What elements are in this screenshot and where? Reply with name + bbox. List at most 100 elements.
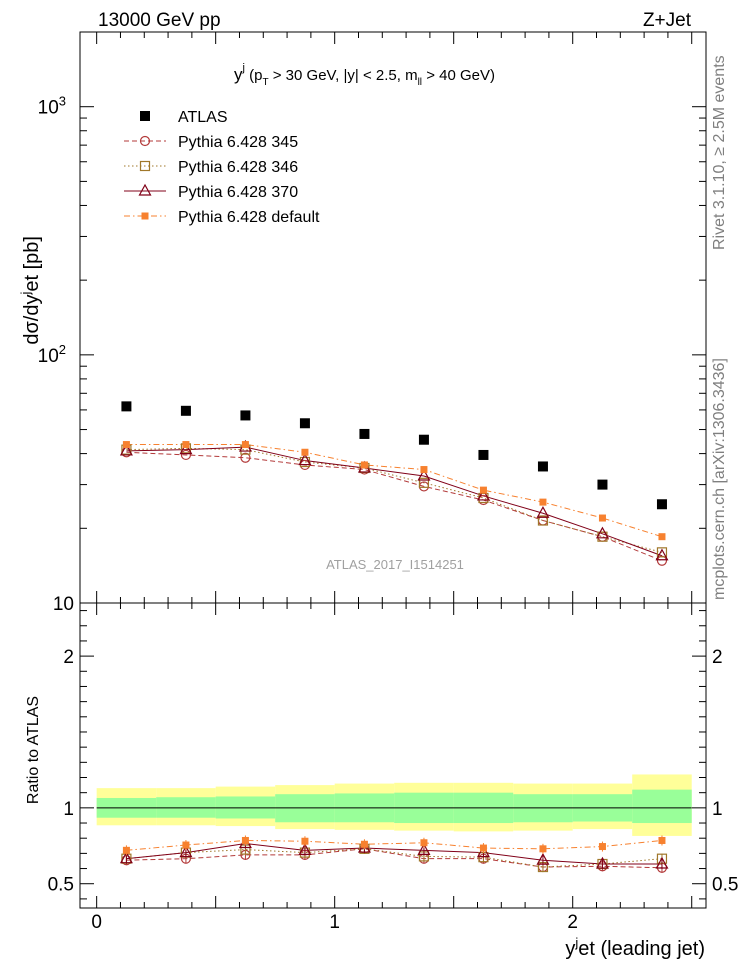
ratio-data-point: [536, 852, 550, 865]
ratio-series-line: [126, 848, 663, 868]
main-data-point: [301, 448, 309, 456]
main-data-point: [597, 479, 608, 490]
main-y-tick-label: 102: [38, 342, 66, 367]
x-tick-label: 0: [91, 912, 102, 933]
plot-title: yj (pT > 30 GeV, |y| < 2.5, mll > 40 GeV…: [234, 62, 495, 88]
ratio-series-line: [126, 848, 662, 869]
legend: ATLAS Pythia 6.428 345 Pythia 6.428 346 Pyt…: [124, 109, 320, 226]
ratio-data-point: [122, 846, 130, 854]
ratio-series-line: [126, 839, 663, 851]
ratio-data-point: [658, 836, 666, 844]
main-data-point: [418, 477, 430, 488]
axis-label-sup: j: [18, 292, 33, 296]
series-markers: [119, 401, 669, 873]
analysis-watermark: ATLAS_2017_I1514251: [326, 557, 464, 572]
tick-base: 10: [38, 98, 59, 119]
tick-exp: 2: [59, 342, 66, 357]
main-data-point: [360, 461, 368, 469]
ratio-data-point: [655, 856, 669, 869]
main-data-point: [537, 515, 549, 526]
ratio-y-tick-label-right: 0.5: [712, 875, 738, 896]
title-sub-pt: T: [262, 77, 268, 88]
main-data-point: [655, 548, 669, 561]
axis-label-part: dσ/dy: [21, 295, 43, 345]
ratio-data-point: [598, 843, 606, 851]
legend-marker: [139, 135, 151, 147]
main-data-point: [479, 486, 487, 494]
legend-marker: [139, 160, 151, 172]
mcplots-label: mcplots.cern.ch [arXiv:1306.3436]: [711, 358, 728, 600]
rivet-label: Rivet 3.1.10, ≥ 2.5M events: [711, 55, 728, 250]
main-data-point: [121, 401, 132, 412]
tick-exp: 3: [59, 94, 66, 109]
main-data-point: [182, 441, 190, 449]
ratio-data-point: [420, 839, 428, 847]
main-frame: [79, 31, 707, 604]
ratio-y-tick-label-right: 2: [712, 647, 723, 668]
legend-label: Pythia 6.428 346: [178, 159, 298, 176]
header-right: Z+Jet: [643, 10, 692, 31]
main-data-point: [536, 505, 550, 518]
legend-marker: [141, 212, 149, 220]
ratio-y-tick-label-left: 2: [63, 647, 74, 668]
ratio-data-point: [182, 841, 190, 849]
main-data-point: [539, 498, 547, 506]
main-data-point: [420, 466, 428, 474]
ratio-data-point: [417, 843, 431, 855]
legend-label: Pythia 6.428 370: [178, 184, 298, 201]
tick-base: 10: [38, 346, 59, 367]
ratio-data-point: [479, 844, 487, 852]
ratio-series-line: [126, 843, 662, 865]
main-y-axis-label: dσ/dyjet [pb]: [18, 236, 43, 345]
x-tick-label: 1: [329, 912, 340, 933]
ratio-data-point: [360, 840, 368, 848]
main-series-line: [126, 446, 663, 557]
legend-marker: [140, 111, 150, 121]
main-data-point: [298, 453, 312, 466]
ratio-data-point: [476, 845, 490, 858]
header-left: 13000 GeV pp: [98, 10, 221, 31]
title-cuts-post: > 40 GeV): [422, 67, 495, 84]
ratio-y-tick-label-left: 0.5: [48, 875, 74, 896]
main-data-point: [179, 442, 193, 455]
axis-label-part: et (leading jet): [578, 938, 705, 960]
main-data-point: [656, 499, 667, 510]
title-sub-ll: ll: [418, 77, 422, 88]
main-data-point: [476, 488, 490, 501]
main-series-line: [126, 451, 663, 562]
main-data-point: [595, 526, 609, 539]
main-data-point: [417, 468, 431, 481]
main-data-point: [240, 452, 251, 463]
ratio-frame: [79, 602, 707, 909]
main-data-point: [656, 555, 668, 566]
main-data-point: [658, 533, 666, 541]
main-series-line: [126, 444, 663, 538]
main-data-point: [359, 428, 370, 439]
main-y-tick-label: 10: [53, 594, 74, 615]
main-y-tick-label: 103: [38, 94, 66, 119]
axis-label-sup: j: [574, 935, 578, 950]
legend-label: Pythia 6.428 345: [178, 134, 298, 151]
main-data-point: [656, 547, 668, 558]
main-data-point: [240, 410, 251, 421]
legend-marker: [138, 183, 152, 196]
x-axis-label: yjet (leading jet): [565, 935, 705, 960]
main-data-point: [180, 405, 191, 416]
main-data-point: [299, 418, 310, 429]
ratio-data-point: [119, 851, 133, 864]
ratio-data-point: [595, 856, 609, 869]
ratio-y-tick-label-left: 1: [63, 799, 74, 820]
ratio-data-point: [179, 845, 193, 858]
main-data-point: [478, 449, 489, 460]
main-data-point: [598, 514, 606, 522]
main-data-point: [180, 449, 192, 461]
ratio-data-point: [301, 837, 309, 845]
x-tick-label: 2: [567, 912, 578, 933]
axis-label-part: et [pb]: [21, 236, 43, 292]
axis-label-part: y: [565, 938, 575, 960]
title-cuts-mid: > 30 GeV, |y| < 2.5, m: [269, 67, 418, 84]
main-data-point: [418, 434, 429, 445]
ratio-data-point: [241, 836, 249, 844]
ratio-inner-band-bin: [632, 789, 692, 824]
